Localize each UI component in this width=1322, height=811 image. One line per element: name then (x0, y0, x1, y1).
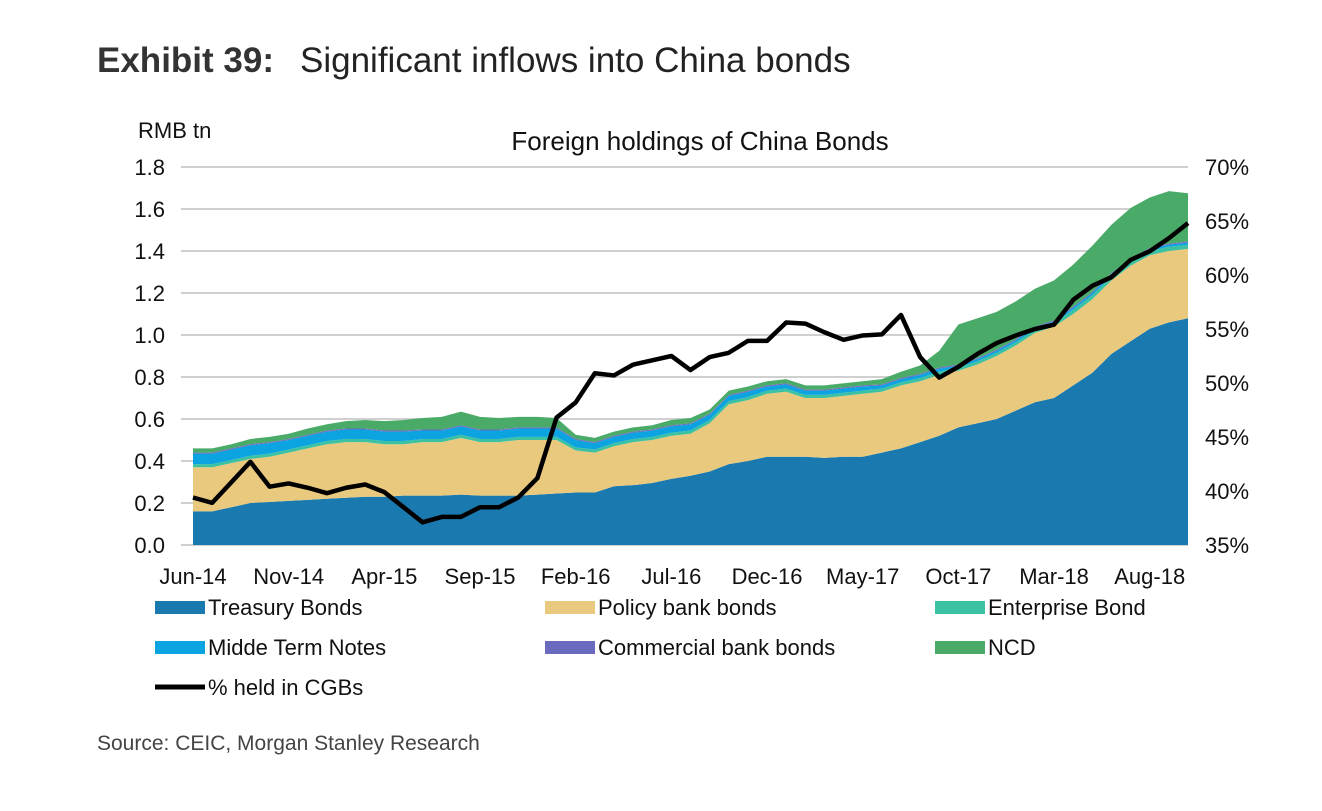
y2-tick-label: 40% (1205, 479, 1249, 504)
y-tick-label: 1.0 (134, 323, 165, 348)
legend-label: Treasury Bonds (208, 595, 362, 620)
y2-tick-label: 45% (1205, 425, 1249, 450)
legend-label: % held in CGBs (208, 675, 363, 700)
x-tick-label: Nov-14 (253, 564, 324, 589)
y-tick-label: 1.2 (134, 281, 165, 306)
legend-item: Policy bank bonds (545, 595, 777, 620)
line-pct-held-in-cgbs (192, 221, 1190, 525)
legend-item: Treasury Bonds (155, 595, 362, 620)
area-midde-term-notes (193, 242, 1188, 465)
y-tick-label: 1.8 (134, 155, 165, 180)
legend-label: Midde Term Notes (208, 635, 386, 660)
legend-swatch (155, 641, 205, 654)
legend-swatch (545, 601, 595, 614)
x-tick-label: May-17 (826, 564, 899, 589)
y-tick-label: 0.0 (134, 533, 165, 558)
source-note: Source: CEIC, Morgan Stanley Research (97, 732, 480, 755)
area-policy-bank-bonds (193, 248, 1188, 512)
legend-label: Commercial bank bonds (598, 635, 835, 660)
y2-tick-label: 50% (1205, 371, 1249, 396)
x-tick-label: Jul-16 (641, 564, 701, 589)
chart-title: Foreign holdings of China Bonds (511, 126, 888, 156)
x-tick-label: Feb-16 (541, 564, 611, 589)
legend: Treasury Bonds Policy bank bonds Enterpris… (155, 595, 1146, 700)
y-tick-label: 0.2 (134, 491, 165, 516)
x-tick-label: Jun-14 (159, 564, 226, 589)
legend-label: NCD (988, 635, 1036, 660)
y-tick-label: 1.6 (134, 197, 165, 222)
x-tick-label: Aug-18 (1114, 564, 1185, 589)
legend-label: Enterprise Bond (988, 595, 1146, 620)
y2-tick-label: 35% (1205, 533, 1249, 558)
y2-tick-label: 70% (1205, 155, 1249, 180)
y-tick-label: 0.6 (134, 407, 165, 432)
exhibit-label: Exhibit 39: (97, 41, 274, 80)
x-tick-label: Sep-15 (445, 564, 516, 589)
legend-item: Commercial bank bonds (545, 635, 835, 660)
x-tick-label: Apr-15 (351, 564, 417, 589)
y-tick-label: 0.8 (134, 365, 165, 390)
right-axis-ticks: 35% 40% 45% 50% 55% 60% 65% 70% (1205, 155, 1249, 558)
y-axis-label: RMB tn (138, 118, 211, 143)
legend-swatch (155, 601, 205, 614)
legend-swatch (935, 601, 985, 614)
legend-label: Policy bank bonds (598, 595, 777, 620)
y2-tick-label: 55% (1205, 317, 1249, 342)
left-axis-ticks: 0.0 0.2 0.4 0.6 0.8 1.0 1.2 1.4 1.6 1.8 (134, 155, 165, 558)
y-tick-label: 0.4 (134, 449, 165, 474)
stacked-areas (193, 191, 1188, 545)
y2-tick-label: 60% (1205, 263, 1249, 288)
legend-item: Midde Term Notes (155, 635, 386, 660)
x-tick-label: Dec-16 (732, 564, 803, 589)
legend-item: NCD (935, 635, 1036, 660)
x-axis-ticks: Jun-14 Nov-14 Apr-15 Sep-15 Feb-16 Jul-16 Dec-… (159, 564, 1185, 589)
x-tick-label: Oct-17 (925, 564, 991, 589)
area-ncd (193, 191, 1188, 453)
legend-item: Enterprise Bond (935, 595, 1146, 620)
y2-tick-label: 65% (1205, 209, 1249, 234)
area-treasury-bonds (193, 318, 1188, 545)
exhibit-title: Significant inflows into China bonds (300, 41, 851, 80)
x-tick-label: Mar-18 (1019, 564, 1089, 589)
y-tick-label: 1.4 (134, 239, 165, 264)
legend-swatch (935, 641, 985, 654)
legend-item: % held in CGBs (155, 675, 363, 700)
line-series (192, 221, 1190, 525)
legend-swatch (545, 641, 595, 654)
